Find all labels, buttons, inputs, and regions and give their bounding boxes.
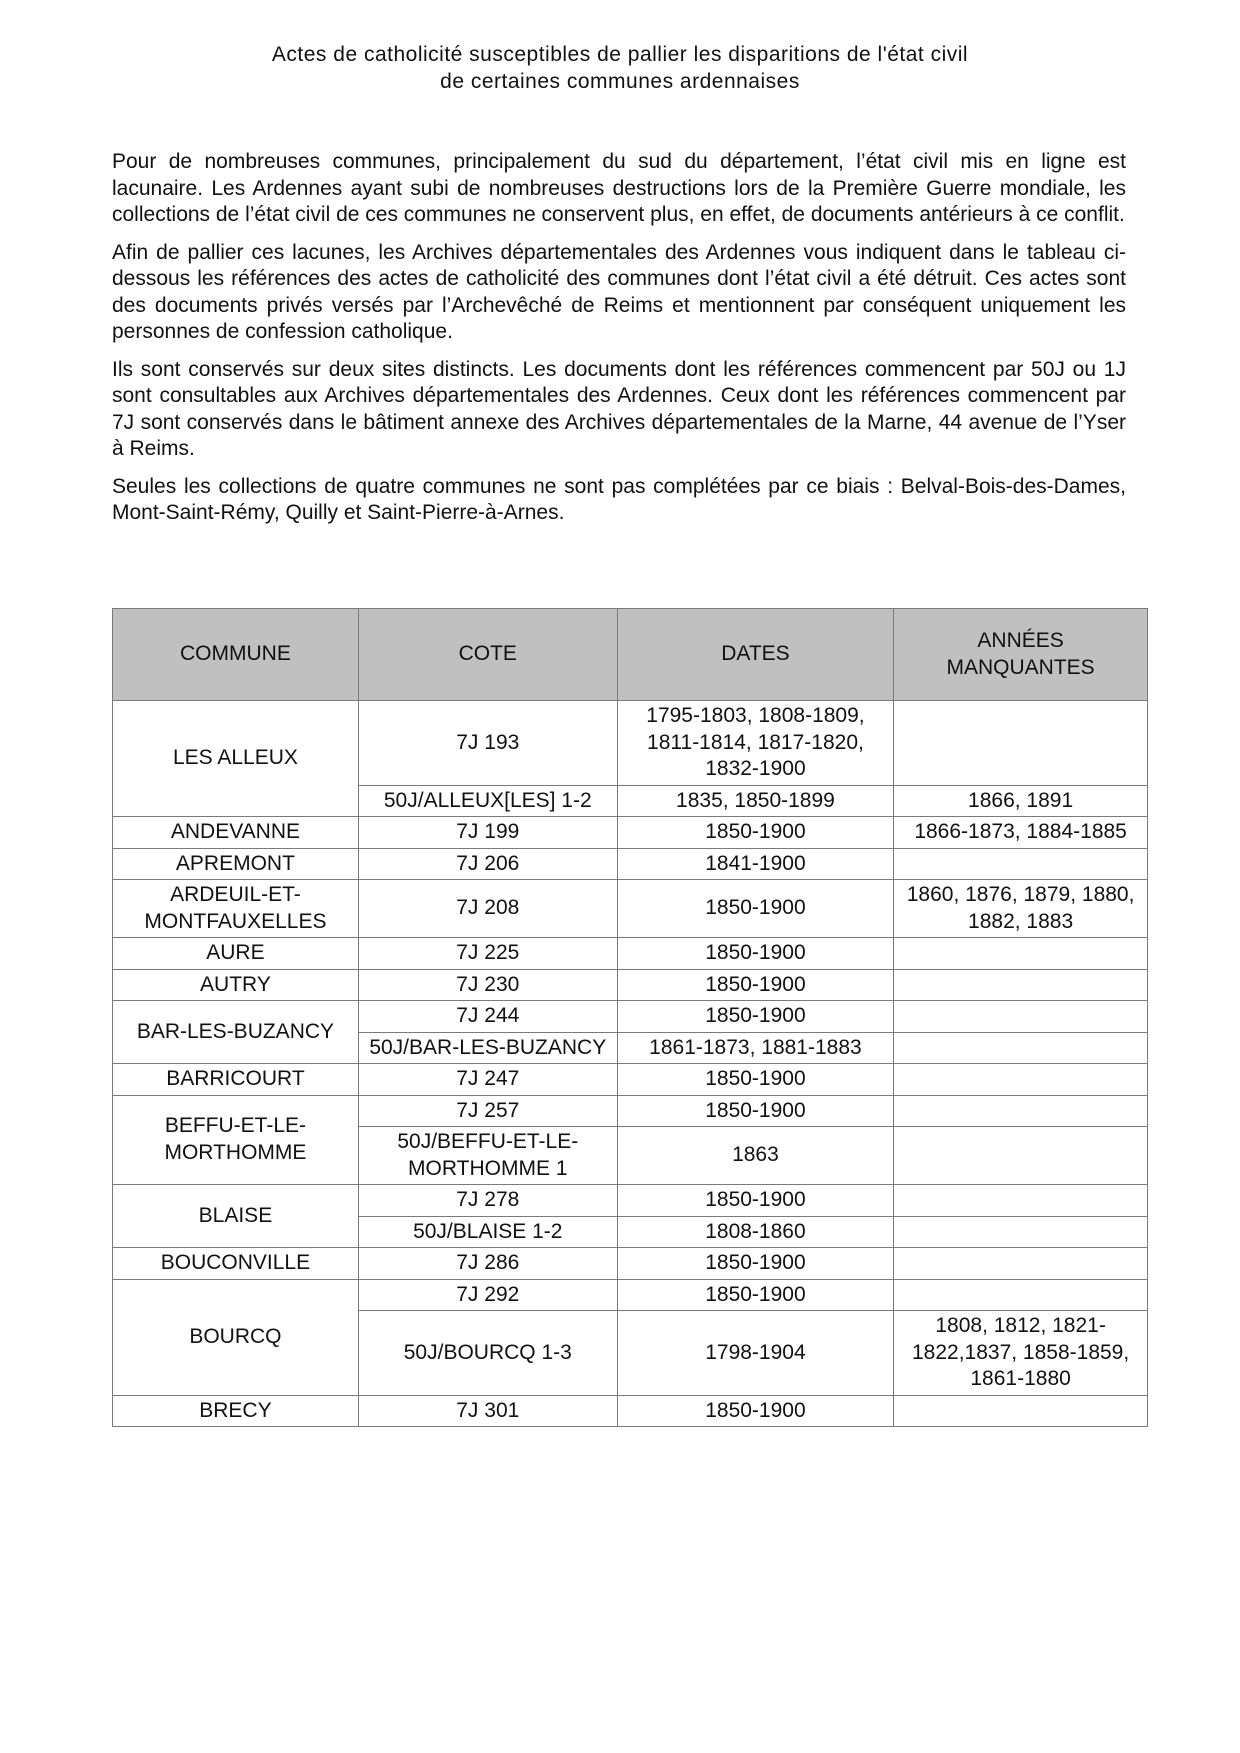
cell-cote: 7J 230 <box>357 968 618 1001</box>
cell-cote: 7J 286 <box>357 1247 618 1280</box>
table-row: 50J/BAR-LES-BUZANCY 1861-1873, 1881-1883 <box>113 1031 1148 1064</box>
header-cote: COTE <box>357 608 618 701</box>
header-annees-manquantes: ANNÉES MANQUANTES <box>893 608 1148 701</box>
cell-annees-manquantes: 1860, 1876, 1879, 1880, 1882, 1883 <box>893 879 1148 938</box>
cell-dates: 1850-1900 <box>616 1000 895 1033</box>
catholicity-records-table: COMMUNE COTE DATES ANNÉES MANQUANTES LES… <box>112 608 1148 1427</box>
cell-commune: BOURCQ <box>112 1278 359 1396</box>
cell-annees-manquantes: 1866-1873, 1884-1885 <box>893 816 1148 849</box>
cell-commune: APREMONT <box>112 847 359 880</box>
table-row: BARRICOURT 7J 247 1850-1900 <box>112 1063 1148 1096</box>
cell-cote: 7J 292 <box>357 1278 618 1311</box>
table-row: APREMONT 7J 206 1841-1900 <box>112 847 1148 880</box>
table-row: AURE 7J 225 1850-1900 <box>112 937 1148 970</box>
cell-dates: 1850-1900 <box>616 1184 895 1217</box>
cell-annees-manquantes <box>893 1184 1148 1217</box>
cell-annees-manquantes: 1866, 1891 <box>893 784 1148 817</box>
cell-dates: 1863 <box>616 1126 895 1185</box>
cell-annees-manquantes <box>893 1126 1148 1185</box>
table-row: ANDEVANNE 7J 199 1850-1900 1866-1873, 1884-… <box>112 816 1148 849</box>
table-row: AUTRY 7J 230 1850-1900 <box>112 968 1148 1001</box>
cell-cote: 7J 247 <box>357 1063 618 1096</box>
table-row: BAR-LES-BUZANCY 7J 244 1850-1900 <box>112 1000 1148 1064</box>
intro-paragraph: Ils sont conservés sur deux sites distin… <box>112 357 1126 461</box>
table-row: 50J/BOURCQ 1-3 1798-1904 1808, 1812, 1821-… <box>113 1310 1148 1396</box>
cell-cote: 7J 278 <box>357 1184 618 1217</box>
cell-cote: 50J/BOURCQ 1-3 <box>357 1310 618 1396</box>
cell-commune: BEFFU-ET-LE-MORTHOMME <box>112 1094 359 1185</box>
cell-dates: 1850-1900 <box>616 1063 895 1096</box>
cell-dates: 1850-1900 <box>616 968 895 1001</box>
table-row: BEFFU-ET-LE-MORTHOMME 7J 257 1850-1900 <box>112 1094 1148 1185</box>
cell-commune: BOUCONVILLE <box>112 1247 359 1280</box>
title-line-1: Actes de catholicité susceptibles de pal… <box>271 43 969 66</box>
table-row: 50J/BLAISE 1-2 1808-1860 <box>113 1215 1148 1248</box>
cell-dates: 1861-1873, 1881-1883 <box>616 1031 895 1064</box>
cell-dates: 1850-1900 <box>616 1247 895 1280</box>
cell-dates: 1841-1900 <box>616 847 895 880</box>
intro-paragraph: Seules les collections de quatre commune… <box>112 474 1126 525</box>
cell-annees-manquantes <box>893 700 1148 786</box>
cell-annees-manquantes <box>893 937 1148 970</box>
cell-annees-manquantes <box>893 1278 1148 1311</box>
cell-annees-manquantes <box>893 1031 1148 1064</box>
cell-commune: BARRICOURT <box>112 1063 359 1096</box>
intro-paragraph: Afin de pallier ces lacunes, les Archive… <box>112 240 1126 344</box>
table-row: ARDEUIL-ET-MONTFAUXELLES 7J 208 1850-1900 1… <box>112 879 1148 938</box>
header-commune: COMMUNE <box>112 608 359 701</box>
cell-cote: 7J 199 <box>357 816 618 849</box>
cell-cote: 7J 244 <box>357 1000 618 1033</box>
cell-dates: 1808-1860 <box>616 1215 895 1248</box>
cell-annees-manquantes <box>893 1094 1148 1127</box>
cell-dates: 1850-1900 <box>616 816 895 849</box>
cell-cote: 7J 225 <box>357 937 618 970</box>
title-line-2: de certaines communes ardennaises <box>440 70 800 93</box>
cell-cote: 7J 301 <box>357 1394 618 1427</box>
cell-commune: ANDEVANNE <box>112 816 359 849</box>
cell-dates: 1795-1803, 1808-1809, 1811-1814, 1817-18… <box>616 700 895 786</box>
cell-commune: LES ALLEUX <box>112 700 359 817</box>
cell-cote: 50J/ALLEUX[LES] 1-2 <box>357 784 618 817</box>
cell-dates: 1850-1900 <box>616 937 895 970</box>
cell-annees-manquantes <box>893 847 1148 880</box>
header-dates: DATES <box>616 608 895 701</box>
cell-cote: 7J 257 <box>357 1094 618 1127</box>
intro-paragraph: Pour de nombreuses communes, principalem… <box>112 150 1126 226</box>
cell-dates: 1850-1900 <box>616 1394 895 1427</box>
table-row: BOURCQ 7J 292 1850-1900 <box>112 1278 1148 1396</box>
table-row: LES ALLEUX 7J 193 1795-1803, 1808-1809, 18… <box>112 700 1148 817</box>
cell-annees-manquantes <box>893 1247 1148 1280</box>
cell-dates: 1850-1900 <box>616 1278 895 1311</box>
intro-text: Pour de nombreuses communes, principalem… <box>112 149 1126 538</box>
table-header-row: COMMUNE COTE DATES ANNÉES MANQUANTES <box>112 608 1148 701</box>
cell-dates: 1835, 1850-1899 <box>616 784 895 817</box>
cell-annees-manquantes <box>893 1215 1148 1248</box>
cell-cote: 7J 206 <box>357 847 618 880</box>
table-row: 50J/ALLEUX[LES] 1-2 1835, 1850-1899 1866, … <box>113 784 1148 817</box>
table-row: BOUCONVILLE 7J 286 1850-1900 <box>112 1247 1148 1280</box>
cell-commune: AURE <box>112 937 359 970</box>
table-row: BRECY 7J 301 1850-1900 <box>112 1394 1148 1427</box>
cell-dates: 1850-1900 <box>616 879 895 938</box>
cell-annees-manquantes <box>893 1063 1148 1096</box>
cell-annees-manquantes <box>893 968 1148 1001</box>
cell-cote: 50J/BLAISE 1-2 <box>357 1215 618 1248</box>
cell-commune: BLAISE <box>112 1184 359 1248</box>
cell-annees-manquantes <box>893 1394 1148 1427</box>
table-row: 50J/BEFFU-ET-LE-MORTHOMME 1 1863 <box>113 1126 1148 1185</box>
cell-cote: 7J 208 <box>357 879 618 938</box>
cell-commune: AUTRY <box>112 968 359 1001</box>
cell-dates: 1798-1904 <box>616 1310 895 1396</box>
cell-annees-manquantes: 1808, 1812, 1821-1822,1837, 1858-1859, 1… <box>893 1310 1148 1396</box>
cell-annees-manquantes <box>893 1000 1148 1033</box>
cell-commune: BRECY <box>112 1394 359 1427</box>
cell-cote: 50J/BAR-LES-BUZANCY <box>357 1031 618 1064</box>
cell-commune: ARDEUIL-ET-MONTFAUXELLES <box>112 879 359 938</box>
table-row: BLAISE 7J 278 1850-1900 <box>112 1184 1148 1248</box>
cell-dates: 1850-1900 <box>616 1094 895 1127</box>
document-title: Actes de catholicité susceptibles de pal… <box>0 41 1240 95</box>
cell-cote: 50J/BEFFU-ET-LE-MORTHOMME 1 <box>357 1126 618 1185</box>
cell-cote: 7J 193 <box>357 700 618 786</box>
cell-commune: BAR-LES-BUZANCY <box>112 1000 359 1064</box>
